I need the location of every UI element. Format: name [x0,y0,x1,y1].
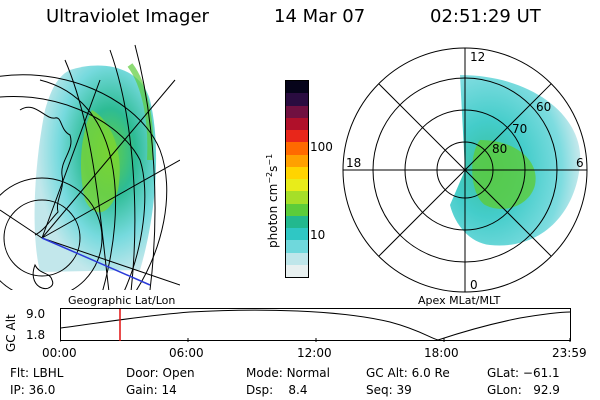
colorbar-segment [286,252,308,265]
polar-bright-core [472,140,536,209]
mlt-label-18: 18 [346,156,361,170]
colorbar-segment [286,203,308,216]
timeline-frame [60,308,571,341]
gcalt-timeline [60,308,571,342]
instrument-title: Ultraviolet Imager [46,6,209,27]
colorbar-segment [286,130,308,143]
param-gcalt: GC Alt: 6.0 Re [366,366,450,380]
lat-label-70: 70 [512,122,527,136]
geo-grid [0,44,180,290]
colorbar-segment [286,215,308,228]
gcalt-tick-high: 9.0 [26,307,46,321]
time-tick-2359: 23:59 [552,346,587,360]
mlt-label-12: 12 [470,50,485,64]
gcalt-axis-label: GC Alt [4,314,18,352]
colorbar-segment [286,240,308,253]
param-glon: GLon: 92.9 [487,383,560,397]
observation-date: 14 Mar 07 [274,6,366,27]
geo-panel-caption: Geographic Lat/Lon [68,294,176,307]
mlt-label-0: 0 [470,278,478,292]
colorbar-segment [286,105,308,118]
param-flt: Flt: LBHL [10,366,64,380]
colorbar-segment [286,117,308,130]
terminator-line [41,237,151,286]
auroral-bright-core [80,110,120,213]
param-mode: Mode: Normal [246,366,330,380]
param-seq: Seq: 39 [366,383,412,397]
colorbar-segment [286,179,308,192]
param-ip: IP: 36.0 [10,383,56,397]
geographic-image-panel [0,44,180,290]
param-door: Door: Open [126,366,195,380]
mlt-label-6: 6 [576,156,584,170]
colorbar-segment [286,228,308,241]
colorbar [285,80,309,278]
colorbar-segment [286,154,308,167]
colorbar-segment [286,264,308,277]
polar-panel-caption: Apex MLat/MLT [418,294,501,307]
gcalt-curve [60,309,571,341]
colorbar-segment [286,93,308,106]
polar-grid [342,47,588,293]
coastline [19,106,72,289]
param-glat: GLat: −61.1 [487,366,560,380]
colorbar-segment [286,81,308,94]
colorbar-segment [286,142,308,155]
colorbar-segment [286,166,308,179]
polar-image-panel: 12 18 6 0 60 70 80 [342,47,588,293]
lat-label-60: 60 [536,100,551,114]
time-tick-1200: 12:00 [297,346,332,360]
colorbar-segment [286,191,308,204]
observation-time: 02:51:29 UT [430,6,541,27]
param-gain: Gain: 14 [126,383,177,397]
time-tick-0000: 00:00 [42,346,77,360]
colorbar-tick-100: 100 [310,140,333,154]
gcalt-tick-low: 1.8 [26,328,46,342]
lat-label-80: 80 [492,142,507,156]
time-tick-1800: 18:00 [424,346,459,360]
time-tick-0600: 06:00 [169,346,204,360]
auroral-arc [127,63,154,161]
colorbar-unit-label: photon cm−2s−1 [265,153,280,248]
colorbar-tick-10: 10 [310,228,326,242]
param-dsp: Dsp: 8.4 [246,383,308,397]
